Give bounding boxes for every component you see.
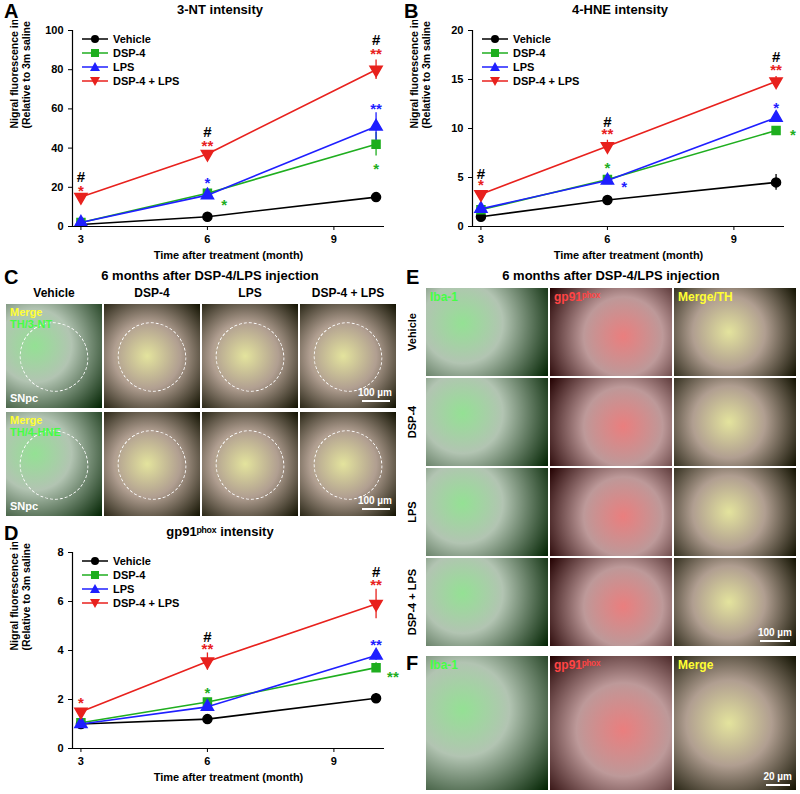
svg-text:60: 60: [51, 102, 63, 114]
html-text:DSP-4 + LPS: DSP-4 + LPS: [513, 75, 580, 87]
html-text:B: B: [404, 0, 419, 22]
svg-text:9: 9: [331, 233, 337, 245]
html-text:Vehicle: Vehicle: [113, 555, 151, 567]
svg-text:*: *: [221, 196, 227, 213]
html-text:DSP-4 + LPS: DSP-4 + LPS: [113, 597, 180, 609]
svg-text:*: *: [204, 684, 210, 701]
html-text:6 months after DSP-4/LPS injec: 6 months after DSP-4/LPS injection: [101, 268, 319, 283]
svg-text:*: *: [78, 694, 84, 711]
svg-text:10: 10: [451, 122, 463, 134]
html-text:TH/4-HNE: TH/4-HNE: [10, 426, 61, 438]
html-text:LPS: LPS: [238, 286, 262, 300]
svg-text:6: 6: [204, 233, 210, 245]
html-text:100 µm: 100 µm: [357, 495, 392, 506]
svg-text:#: #: [477, 165, 486, 182]
svg-text:Nigral fluorescence intensity(: Nigral fluorescence intensity(Relative t…: [8, 20, 32, 129]
html-text:DSP-4 + LPS: DSP-4 + LPS: [406, 568, 418, 636]
svg-text:6: 6: [204, 755, 210, 767]
svg-text:Time after treatment (month): Time after treatment (month): [154, 771, 304, 783]
html-text:DSP-4: DSP-4: [406, 405, 418, 439]
html-text:LPS: LPS: [113, 61, 135, 73]
html-text:6 months after DSP-4/LPS injec: 6 months after DSP-4/LPS injection: [502, 268, 720, 283]
html-text:20 µm: 20 µm: [763, 771, 792, 782]
svg-text:Time after treatment (month): Time after treatment (month): [154, 249, 304, 261]
svg-text:40: 40: [51, 142, 63, 154]
svg-text:*: *: [204, 174, 210, 191]
svg-text:3: 3: [478, 233, 484, 245]
svg-text:4: 4: [57, 644, 64, 656]
svg-text:2: 2: [57, 693, 63, 705]
svg-text:**: **: [370, 636, 382, 653]
html-text:DSP-4: DSP-4: [134, 286, 170, 300]
svg-text:Nigral fluorescence intensity(: Nigral fluorescence intensity(Relative t…: [408, 20, 432, 129]
svg-text:20: 20: [51, 181, 63, 193]
svg-text:#: #: [603, 113, 612, 130]
svg-text:Time after treatment (month): Time after treatment (month): [554, 249, 704, 261]
html-text:Vehicle: Vehicle: [113, 33, 151, 45]
html-text:E: E: [406, 266, 420, 288]
html-text:4-HNE intensity: 4-HNE intensity: [572, 2, 668, 17]
svg-text:0: 0: [57, 220, 63, 232]
html-text:LPS: LPS: [113, 583, 135, 595]
svg-text:*: *: [773, 99, 779, 116]
svg-text:*: *: [621, 178, 627, 195]
svg-text:*: *: [790, 126, 796, 143]
svg-text:3: 3: [78, 755, 84, 767]
html-text:Iba-1: Iba-1: [430, 658, 458, 672]
svg-text:20: 20: [451, 24, 463, 36]
html-text:D: D: [4, 522, 19, 544]
svg-text:#: #: [203, 123, 212, 140]
html-text:Vehicle: Vehicle: [406, 313, 418, 351]
html-text:Merge: Merge: [10, 306, 43, 318]
html-text:Vehicle: Vehicle: [513, 33, 551, 45]
html-text:DSP-4: DSP-4: [113, 569, 146, 581]
html-text:gp91ᵖʰᵒˣ: gp91ᵖʰᵒˣ: [554, 290, 601, 304]
svg-text:*: *: [604, 159, 610, 176]
html-text:SNpc: SNpc: [10, 500, 39, 512]
svg-text:**: **: [370, 100, 382, 117]
html-text:DSP-4: DSP-4: [113, 47, 146, 59]
html-text:Merge: Merge: [678, 658, 714, 672]
html-text:SNpc: SNpc: [10, 392, 39, 404]
html-text:DSP-4: DSP-4: [513, 47, 546, 59]
svg-text:#: #: [203, 628, 212, 645]
svg-text:#: #: [372, 563, 381, 580]
svg-text:8: 8: [57, 546, 63, 558]
svg-text:#: #: [372, 31, 381, 48]
svg-text:100: 100: [45, 24, 63, 36]
html-text:3-NT intensity: 3-NT intensity: [177, 2, 263, 17]
svg-text:6: 6: [604, 233, 610, 245]
svg-text:0: 0: [57, 742, 63, 754]
svg-text:15: 15: [451, 73, 463, 85]
html-text:A: A: [4, 0, 19, 22]
html-text:LPS: LPS: [406, 501, 418, 523]
html-text:F: F: [406, 652, 419, 674]
svg-text:*: *: [373, 160, 379, 177]
svg-text:**: **: [387, 668, 399, 685]
svg-text:3: 3: [78, 233, 84, 245]
html-text:TH/3-NT: TH/3-NT: [10, 318, 53, 330]
svg-text:9: 9: [331, 755, 337, 767]
html-text:Iba-1: Iba-1: [430, 290, 458, 304]
svg-text:#: #: [77, 168, 86, 185]
svg-text:80: 80: [51, 63, 63, 75]
svg-text:9: 9: [731, 233, 737, 245]
html-text:Vehicle: Vehicle: [33, 286, 75, 300]
html-text:Merge: Merge: [10, 414, 43, 426]
html-text:100 µm: 100 µm: [757, 627, 792, 638]
html-text:Merge/TH: Merge/TH: [678, 290, 733, 304]
html-text:100 µm: 100 µm: [357, 387, 392, 398]
svg-text:0: 0: [457, 220, 463, 232]
svg-text:6: 6: [57, 595, 63, 607]
html-text:DSP-4 + LPS: DSP-4 + LPS: [113, 75, 180, 87]
svg-text:Nigral fluorescence intensity(: Nigral fluorescence intensity(Relative t…: [8, 542, 32, 651]
svg-text:5: 5: [457, 171, 463, 183]
html-text:C: C: [4, 266, 19, 288]
html-text:DSP-4 + LPS: DSP-4 + LPS: [311, 286, 385, 300]
html-text:LPS: LPS: [513, 61, 535, 73]
html-text:gp91ᵖʰᵒˣ intensity: gp91ᵖʰᵒˣ intensity: [166, 524, 274, 539]
svg-text:#: #: [772, 48, 781, 65]
html-text:gp91ᵖʰᵒˣ: gp91ᵖʰᵒˣ: [554, 658, 601, 672]
